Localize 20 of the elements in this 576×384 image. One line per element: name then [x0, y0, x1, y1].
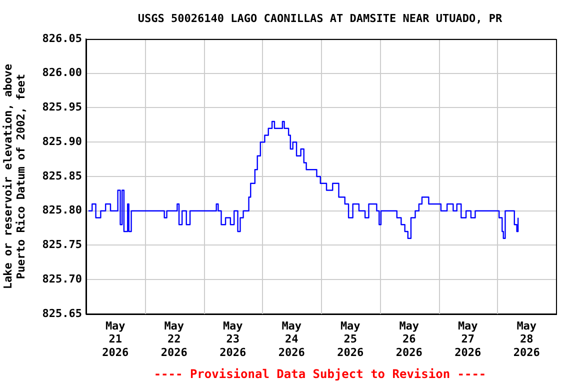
y-tick-label: 825.80	[42, 204, 82, 217]
y-axis-title: Lake or reservoir elevation, above Puerto Rico Datum of 2002, feet	[1, 64, 28, 290]
x-tick-label: May 28 2026	[513, 319, 540, 359]
text: ---- Provisional Data Subject to Revision ----	[154, 367, 486, 382]
x-tick-label: May 22 2026	[160, 319, 188, 359]
x-tick-label: May 24 2026	[278, 319, 306, 359]
y-tick-label: 825.95	[42, 100, 82, 114]
y-tick-label: 825.65	[42, 306, 82, 320]
y-tick-label: 825.85	[42, 169, 82, 182]
x-tick-label: May 26 2026	[396, 319, 423, 359]
y-tick-label: 825.75	[42, 238, 82, 252]
x-tick-label: May 21 2026	[102, 319, 129, 359]
x-tick-label: May 25 2026	[337, 319, 364, 359]
chart-title: USGS 50026140 LAGO CAONILLAS AT DAMSITE NEAR UTUADO, PR	[138, 12, 502, 25]
y-tick-label: 825.70	[42, 272, 82, 286]
y-tick-label: 825.90	[42, 134, 82, 148]
x-tick-label: May 23 2026	[220, 319, 246, 359]
x-tick-label: May 27 2026	[454, 319, 482, 359]
y-tick-label: 826.05	[42, 32, 82, 45]
y-tick-label: 826.00	[42, 66, 82, 80]
